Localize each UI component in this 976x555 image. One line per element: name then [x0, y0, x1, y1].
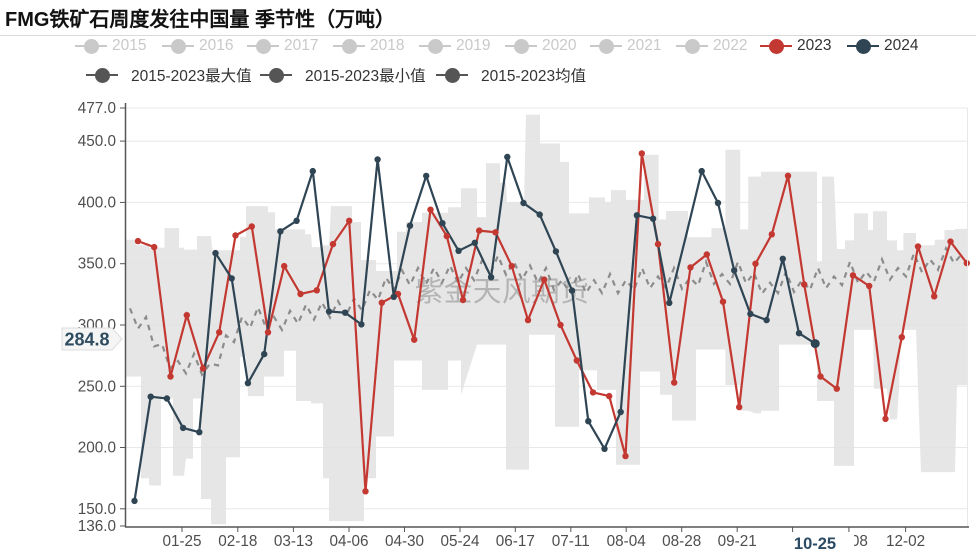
svg-text:284.8: 284.8 — [64, 330, 109, 350]
svg-text:200.0: 200.0 — [78, 440, 116, 457]
svg-text:01-25: 01-25 — [162, 533, 201, 550]
svg-text:08-04: 08-04 — [607, 533, 647, 550]
svg-text:477.0: 477.0 — [78, 100, 116, 117]
svg-text:04-30: 04-30 — [385, 533, 424, 550]
svg-text:350.0: 350.0 — [78, 256, 116, 273]
svg-text:250.0: 250.0 — [78, 378, 116, 395]
svg-text:150.0: 150.0 — [78, 501, 116, 518]
svg-text:12-02: 12-02 — [886, 533, 925, 550]
svg-text:450.0: 450.0 — [78, 133, 116, 150]
svg-text:02-18: 02-18 — [218, 533, 257, 550]
svg-text:06-17: 06-17 — [496, 533, 535, 550]
svg-text:03-13: 03-13 — [274, 533, 313, 550]
svg-text:09-21: 09-21 — [718, 533, 757, 550]
svg-text:04-06: 04-06 — [329, 533, 368, 550]
svg-text:08-28: 08-28 — [662, 533, 701, 550]
svg-text:10-25: 10-25 — [794, 535, 836, 553]
svg-text:紫金天风期货: 紫金天风期货 — [415, 276, 590, 308]
svg-text:400.0: 400.0 — [78, 194, 116, 211]
svg-text:05-24: 05-24 — [440, 533, 480, 550]
svg-text:07-11: 07-11 — [552, 533, 590, 550]
svg-text:136.0: 136.0 — [78, 518, 116, 535]
